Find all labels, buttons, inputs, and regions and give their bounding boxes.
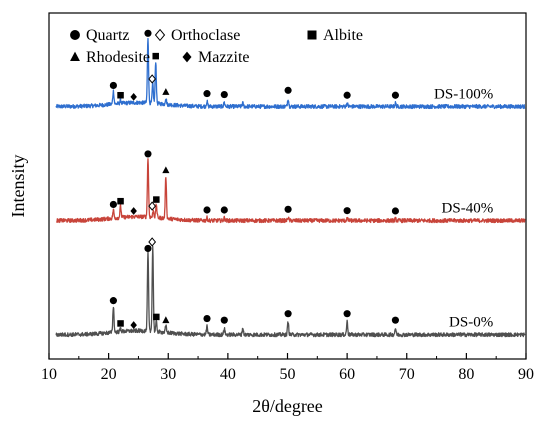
quartz-marker [70, 30, 80, 40]
quartz-marker [109, 200, 117, 209]
x-tick-label: 80 [458, 366, 474, 383]
quartz-marker [343, 310, 351, 318]
series-layer: DS-100% DS-40% DS-0% [55, 37, 526, 338]
quartz-marker [391, 207, 399, 215]
x-axis-label: 2θ/degree [252, 396, 323, 416]
quartz-marker [284, 205, 292, 213]
quartz-marker [343, 207, 351, 215]
series-label: DS-100% [434, 87, 493, 103]
legend-label: Albite [323, 27, 363, 44]
x-tick-label: 50 [280, 366, 296, 383]
albite-marker [117, 320, 124, 327]
quartz-marker [220, 91, 228, 99]
rhodesite-marker [162, 88, 170, 95]
series-ds-0pct: DS-0% [55, 245, 526, 338]
x-tick-label: 70 [399, 366, 415, 383]
quartz-marker [203, 206, 211, 214]
x-axis: 10 20 30 40 50 60 70 80 90 [41, 353, 534, 383]
legend-label: Quartz [86, 27, 130, 44]
orthoclase-marker [148, 237, 157, 247]
albite-marker [153, 313, 160, 321]
x-tick-label: 40 [220, 366, 236, 383]
series-ds-40pct: DS-40% [55, 158, 526, 224]
x-tick-label: 60 [339, 366, 355, 383]
quartz-marker [109, 297, 117, 305]
orthoclase-marker [148, 201, 157, 211]
albite-marker [153, 196, 160, 203]
x-tick-label: 30 [160, 366, 176, 383]
quartz-marker [220, 316, 228, 324]
orthoclase-marker [154, 28, 166, 42]
quartz-marker [391, 91, 399, 99]
series-label: DS-0% [449, 315, 493, 331]
albite-marker [117, 197, 124, 205]
series-line [55, 245, 526, 338]
series-line [55, 37, 526, 110]
legend-label: Orthoclase [171, 27, 240, 44]
albite-marker [307, 30, 317, 40]
y-axis-label: Intensity [8, 155, 28, 218]
quartz-marker [109, 81, 117, 90]
x-tick-label: 20 [101, 366, 117, 383]
series-line [55, 158, 526, 224]
rhodesite-marker [70, 51, 80, 62]
mazzite-marker [130, 321, 137, 329]
orthoclase-marker [148, 74, 157, 84]
quartz-marker [203, 90, 211, 98]
x-tick-label: 90 [518, 366, 534, 383]
albite-marker [117, 91, 124, 99]
legend-label: Rhodesite [86, 49, 150, 66]
mazzite-marker [130, 92, 137, 101]
legend: Quartz Orthoclase Albite Rhodesite Mazzite [70, 27, 363, 66]
quartz-marker [203, 314, 211, 323]
series-label: DS-40% [442, 201, 494, 217]
quartz-marker [144, 244, 152, 253]
quartz-marker [144, 29, 152, 37]
mazzite-marker [182, 51, 192, 63]
rhodesite-marker [162, 166, 170, 174]
quartz-marker [220, 206, 228, 214]
albite-marker [152, 52, 159, 60]
quartz-marker [391, 316, 399, 324]
quartz-marker [144, 150, 152, 158]
mazzite-marker [130, 207, 137, 215]
phase-marker-layer [109, 29, 399, 329]
series-ds-100pct: DS-100% [55, 37, 526, 110]
quartz-marker [284, 310, 292, 318]
x-tick-label: 10 [41, 366, 57, 383]
quartz-marker [284, 86, 292, 94]
rhodesite-marker [162, 316, 170, 324]
legend-label: Mazzite [198, 49, 250, 66]
quartz-marker [343, 91, 351, 99]
